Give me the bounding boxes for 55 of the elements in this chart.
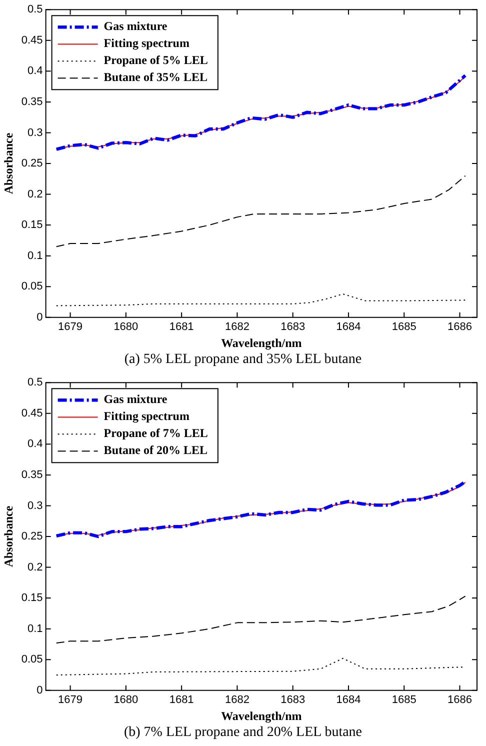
y-tick-label: 0.45	[21, 407, 43, 420]
y-tick-label: 0.45	[21, 34, 43, 46]
x-tick-label: 1685	[392, 694, 416, 706]
y-tick-label: 0.15	[21, 219, 43, 232]
line-series	[56, 175, 466, 248]
y-tick-label: 0.25	[21, 530, 43, 543]
text: (b) 7% LEL propane and 20% LEL butane	[122, 724, 364, 742]
legend-label: Propane of 7% LEL	[104, 426, 208, 440]
y-tick-label: 0.1	[28, 250, 43, 262]
x-tick-label: 1680	[114, 694, 138, 706]
legend-label: Butane of 20% LEL	[104, 443, 208, 458]
y-tick-label: 0.05	[21, 280, 43, 293]
y-axis-title: Absorbance	[1, 505, 16, 568]
y-tick-label: 0.25	[21, 158, 43, 170]
line-series	[56, 596, 466, 644]
y-tick-label: 0.3	[28, 500, 43, 512]
y-tick-label: 0.15	[21, 592, 43, 604]
x-tick-label: 1686	[448, 694, 472, 706]
y-axis-title: Absorbance	[1, 132, 16, 194]
x-tick-label: 1684	[336, 694, 361, 706]
x-tick-label: 1684	[336, 321, 361, 334]
x-tick-label: 1681	[169, 694, 194, 706]
x-tick-label: 1686	[448, 321, 472, 334]
y-tick-label: 0.3	[28, 126, 43, 139]
y-tick-label: 0.4	[28, 438, 43, 450]
x-tick-label: 1683	[280, 694, 306, 706]
x-tick-label: 1683	[280, 321, 306, 334]
x-axis-title: Wavelength/nm	[221, 708, 302, 723]
legend-label: Fitting spectrum	[104, 409, 190, 424]
line-series	[56, 294, 466, 306]
legend-label: Gas mixture	[104, 392, 168, 406]
x-tick-label: 1679	[58, 694, 83, 706]
x-tick-label: 1679	[58, 321, 83, 334]
y-tick-label: 0.05	[21, 654, 43, 666]
y-tick-label: 0.5	[28, 4, 43, 16]
y-tick-label: 0.2	[28, 188, 43, 200]
x-tick-label: 1681	[169, 321, 194, 334]
x-tick-label: 1685	[392, 321, 416, 334]
y-tick-label: 0.1	[28, 622, 43, 635]
y-tick-label: 0.35	[21, 96, 43, 108]
legend-label: Fitting spectrum	[104, 36, 190, 50]
legend-label: Gas mixture	[104, 19, 168, 34]
x-axis-title: Wavelength/nm	[221, 336, 302, 350]
x-tick-label: 1680	[114, 321, 138, 334]
y-tick-label: 0.2	[28, 561, 43, 574]
y-tick-label: 0	[36, 684, 43, 696]
legend-label: Propane of 5% LEL	[104, 53, 208, 68]
y-tick-label: 0.35	[21, 468, 43, 481]
x-tick-label: 1682	[224, 321, 250, 334]
text: (a) 5% LEL propane and 35% LEL butane	[123, 351, 363, 369]
legend-label: Butane of 35% LEL	[104, 70, 208, 84]
y-tick-label: 0.5	[28, 376, 43, 389]
x-tick-label: 1682	[224, 694, 250, 706]
y-tick-label: 0.4	[28, 65, 43, 78]
y-tick-label: 0	[36, 311, 43, 324]
